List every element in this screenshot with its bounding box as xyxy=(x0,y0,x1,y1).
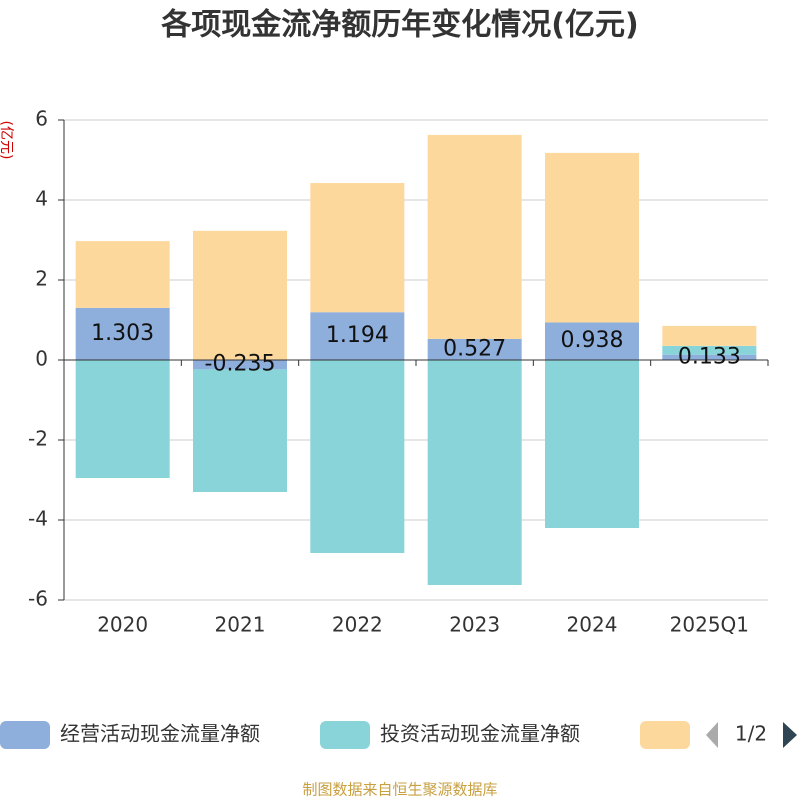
chart-title: 各项现金流净额历年变化情况(亿元) xyxy=(160,8,638,43)
bar xyxy=(75,241,170,308)
x-tick-label: 2024 xyxy=(567,613,618,637)
bar xyxy=(427,360,522,585)
y-tick-label: 4 xyxy=(35,187,48,211)
bar xyxy=(545,152,639,323)
x-tick-label: 2020 xyxy=(97,613,148,637)
data-label: 0.938 xyxy=(561,328,624,353)
data-label: 1.303 xyxy=(91,321,154,346)
bar xyxy=(662,325,757,346)
bar xyxy=(75,307,170,360)
bar xyxy=(193,369,287,492)
legend-page: 1/2 xyxy=(735,722,767,746)
source: 制图数据来自恒生聚源数据库 xyxy=(302,781,497,799)
legend-swatch xyxy=(640,721,690,749)
y-tick-label: -6 xyxy=(28,587,48,611)
legend-label: 经营活动现金流量净额 xyxy=(60,722,260,746)
x-tick-label: 2022 xyxy=(332,613,383,637)
bar xyxy=(662,354,757,360)
legend-swatch xyxy=(320,721,370,749)
data-label: -0.235 xyxy=(205,352,276,377)
data-label: 0.133 xyxy=(678,344,741,369)
x-tick-label: 2025Q1 xyxy=(670,613,749,637)
y-tick-label: -2 xyxy=(28,427,48,451)
y-tick-label: 6 xyxy=(35,107,48,131)
x-tick-label: 2021 xyxy=(215,613,266,637)
y-tick-label: 2 xyxy=(35,267,48,291)
data-label: 1.194 xyxy=(326,323,389,348)
bar xyxy=(75,360,170,478)
bar xyxy=(427,134,522,339)
bar xyxy=(427,338,522,360)
bar xyxy=(545,360,639,528)
legend-next[interactable] xyxy=(783,722,797,748)
bar xyxy=(310,183,405,313)
legend-swatch xyxy=(0,721,50,749)
bar xyxy=(193,230,287,360)
legend-prev[interactable] xyxy=(706,722,718,748)
bar xyxy=(193,360,287,370)
y-axis-label: (亿元) xyxy=(0,121,14,160)
bar xyxy=(662,345,757,355)
data-label: 0.527 xyxy=(443,336,506,361)
bar xyxy=(310,360,405,553)
x-tick-label: 2023 xyxy=(449,613,500,637)
y-tick-label: 0 xyxy=(35,347,48,371)
bar xyxy=(310,312,405,360)
y-tick-label: -4 xyxy=(28,507,48,531)
legend-label: 投资活动现金流量净额 xyxy=(380,722,580,746)
bar xyxy=(545,322,639,360)
